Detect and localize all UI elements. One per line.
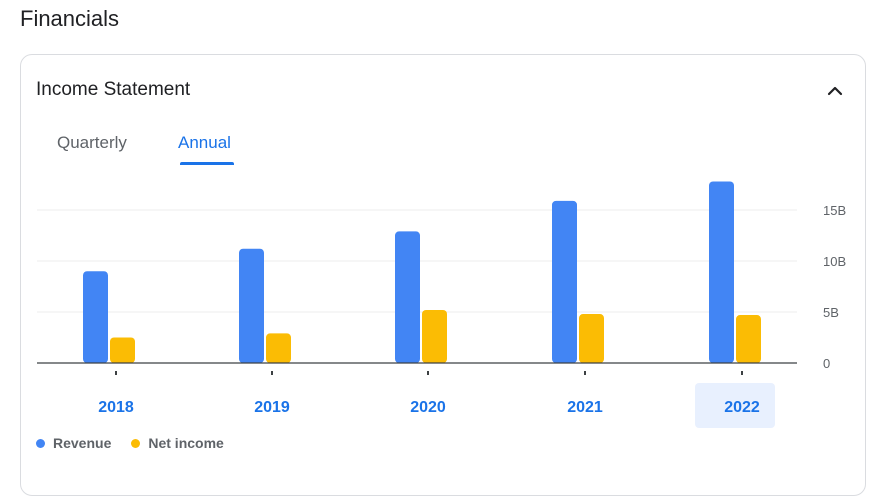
net-income-dot	[131, 438, 141, 448]
year-label-2018[interactable]: 2018	[98, 399, 134, 416]
legend-item-net-income: Net income	[131, 435, 224, 451]
y-tick-label: 0	[823, 356, 830, 371]
revenue-dot	[36, 438, 45, 448]
selected-year-highlight	[695, 383, 775, 428]
year-label-2019[interactable]: 2019	[254, 399, 290, 416]
year-label-2021[interactable]: 2021	[567, 399, 603, 416]
income-statement-card: Income Statement Quarterly Annual 0 5B 10B…	[20, 54, 866, 496]
net-income-bar-2021	[579, 314, 604, 363]
revenue-bar-2021	[552, 200, 577, 363]
legend-label-net-income: Net income	[148, 435, 224, 451]
revenue-bar-2018	[83, 271, 108, 363]
legend-item-revenue: Revenue	[36, 435, 111, 451]
year-label-2022[interactable]: 2022	[724, 399, 760, 416]
revenue-bar-2022	[709, 181, 734, 363]
revenue-bar-2020	[395, 231, 420, 363]
y-tick-label: 10B	[823, 254, 846, 269]
collapse-button[interactable]	[821, 77, 849, 105]
tab-annual[interactable]: Annual	[178, 133, 231, 152]
net-income-bar-2022	[736, 315, 761, 363]
chart-legend: Revenue Net income	[36, 435, 224, 451]
net-income-bar-2020	[422, 309, 447, 363]
y-tick-label: 5B	[823, 305, 839, 320]
year-label-2020[interactable]: 2020	[410, 399, 446, 416]
tab-quarterly[interactable]: Quarterly	[57, 133, 127, 152]
chevron-up-icon	[827, 86, 843, 96]
active-tab-indicator	[180, 162, 234, 165]
revenue-bar-2019	[239, 248, 264, 363]
section-title: Financials	[20, 6, 120, 31]
card-title: Income Statement	[36, 79, 191, 100]
income-chart: 0 5B 10B 15B 2018 2019 2020 2021 2022	[37, 181, 846, 428]
net-income-bar-2018	[110, 337, 135, 363]
net-income-bar-2019	[266, 333, 291, 363]
y-tick-label: 15B	[823, 203, 846, 218]
period-tabs: Quarterly Annual	[21, 129, 865, 169]
legend-label-revenue: Revenue	[53, 435, 112, 451]
